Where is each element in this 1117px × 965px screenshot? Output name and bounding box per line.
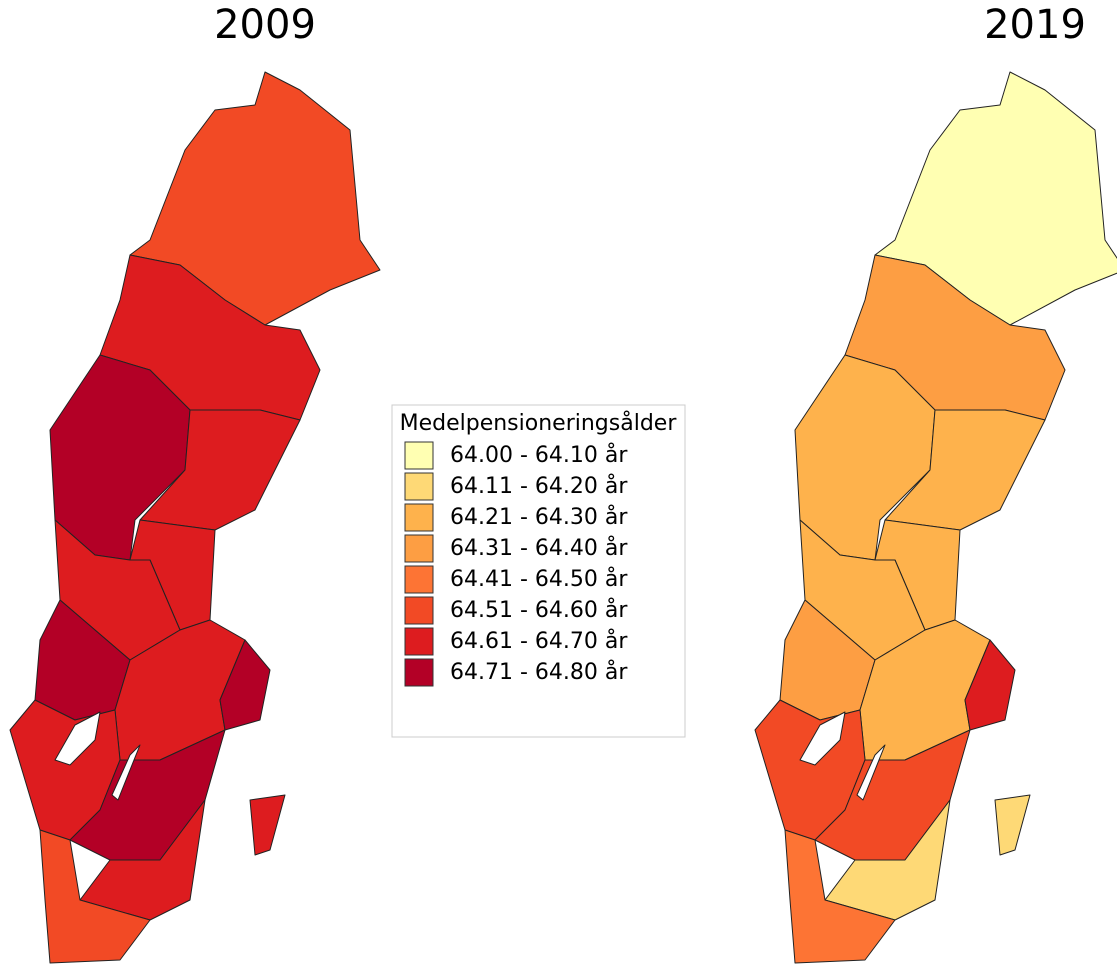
legend-label: 64.71 - 64.80 år [450,659,628,685]
legend-swatch [404,627,434,656]
legend-label: 64.61 - 64.70 år [450,628,628,654]
map-2019 [754,71,1117,964]
county [964,639,1016,731]
lake [799,711,846,766]
county [139,409,301,531]
map-title: 2009 [214,2,316,48]
legend-box [391,404,686,738]
lake [111,744,141,801]
legend-swatch [404,441,434,470]
county [39,829,151,964]
legend-label: 64.11 - 64.20 år [450,473,628,499]
legend-swatch [404,596,434,625]
legend-swatch [404,534,434,563]
legend-label: 64.41 - 64.50 år [450,566,628,592]
legend-label: 64.51 - 64.60 år [450,597,628,623]
lake [856,744,886,801]
legend-label: 64.31 - 64.40 år [450,535,628,561]
legend: Medelpensioneringsålder 64.00 - 64.10 år… [391,404,686,738]
legend-swatch [404,658,434,687]
map-title: 2019 [984,2,1086,48]
legend-swatch [404,503,434,532]
legend-swatch [404,472,434,501]
county [784,829,896,964]
legend-title: Medelpensioneringsålder [400,410,678,436]
legend-label: 64.21 - 64.30 år [450,504,628,530]
county [219,639,271,731]
county [884,409,1046,531]
map-2009 [9,71,381,964]
lake [54,711,101,766]
legend-label: 64.00 - 64.10 år [450,442,628,468]
county [994,794,1031,856]
legend-swatch [404,565,434,594]
county [249,794,286,856]
